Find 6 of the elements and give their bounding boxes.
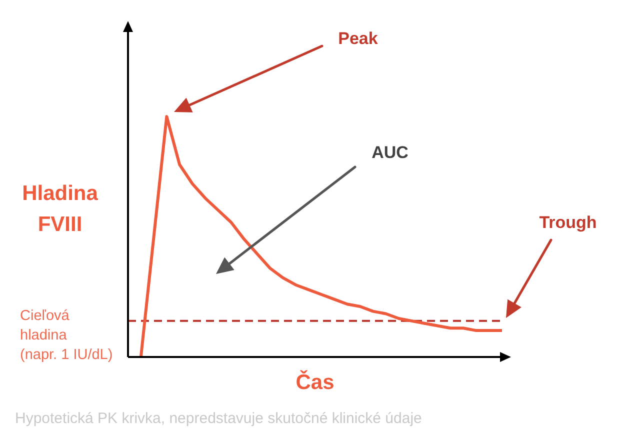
annotation: AUC bbox=[372, 142, 408, 162]
x-axis-title: Čas bbox=[296, 370, 334, 394]
text: Peak bbox=[338, 28, 378, 48]
text: Trough bbox=[539, 212, 597, 232]
ref-line-label: Cieľová hladina (napr. 1 IU/dL) bbox=[20, 308, 113, 363]
y-axis-title: Hladina FVIII bbox=[22, 182, 98, 236]
